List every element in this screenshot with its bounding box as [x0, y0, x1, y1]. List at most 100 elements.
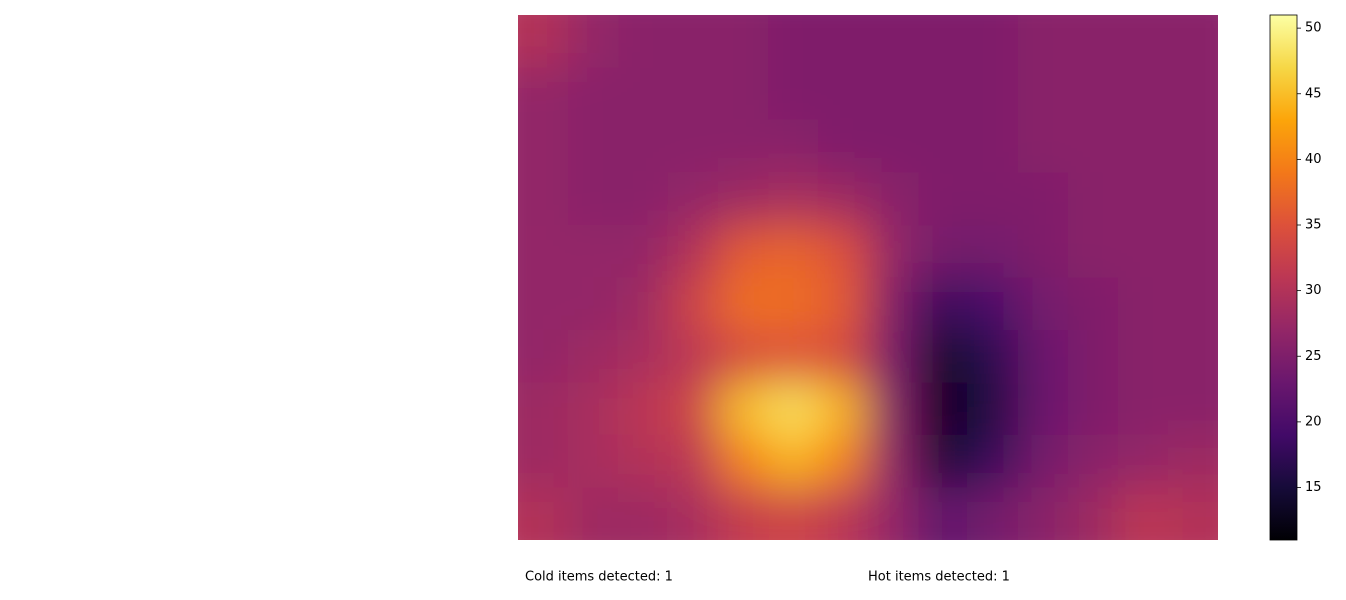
heat-cell [918, 225, 969, 278]
thermal-image [518, 15, 1218, 540]
heat-cell [1168, 277, 1218, 331]
heat-cell [768, 330, 819, 383]
cold-count: Cold items detected: 1 [525, 570, 673, 585]
heat-cell [518, 120, 569, 173]
heat-cell [768, 487, 819, 540]
heat-cell [968, 277, 1019, 331]
heat-cell [968, 120, 1019, 173]
heat-cell [518, 172, 569, 226]
heat-cell [768, 277, 819, 331]
heat-cell [618, 382, 669, 436]
heat-cell [918, 172, 969, 226]
heat-cell [918, 487, 969, 540]
colorbar-tick-label: 30 [1305, 283, 1322, 298]
heat-cell [718, 225, 769, 278]
heat-cell [518, 487, 569, 540]
heat-cell [818, 382, 869, 436]
heat-cell [668, 15, 719, 68]
heat-cell [868, 277, 919, 331]
heat-cell [1018, 15, 1069, 68]
heat-cell [1118, 67, 1169, 121]
heat-cell [518, 15, 569, 68]
heat-cell [568, 382, 619, 436]
heat-cell [1018, 225, 1069, 278]
heat-cell [918, 15, 969, 68]
heat-cell [1018, 120, 1069, 173]
heat-cell [818, 225, 869, 278]
heat-cell [518, 67, 569, 121]
heat-cell [668, 225, 719, 278]
heat-cell [718, 330, 769, 383]
heat-cell [568, 330, 619, 383]
heat-cell [718, 277, 769, 331]
heat-cell [918, 382, 969, 436]
heat-cell [1018, 67, 1069, 121]
heat-cell [518, 225, 569, 278]
colorbar [1269, 14, 1298, 541]
heat-cell [768, 120, 819, 173]
heat-cell [1068, 120, 1119, 173]
heat-cell [1168, 120, 1218, 173]
heat-cell [568, 225, 619, 278]
heat-cell [718, 120, 769, 173]
heat-cell [1068, 277, 1119, 331]
heat-cell [1018, 382, 1069, 436]
heat-cell [1068, 67, 1119, 121]
heat-cell [668, 330, 719, 383]
heat-cell [818, 15, 869, 68]
heat-cell [568, 435, 619, 488]
heat-cell [868, 382, 919, 436]
heat-cell [818, 330, 869, 383]
heat-cell [818, 435, 869, 488]
heat-cell [768, 435, 819, 488]
heat-cell [568, 67, 619, 121]
heat-cell [1068, 15, 1119, 68]
heat-cell [1068, 382, 1119, 436]
heat-cell [668, 67, 719, 121]
heat-cell [668, 277, 719, 331]
heat-cell [618, 225, 669, 278]
heat-cell [1118, 330, 1169, 383]
heat-cell [568, 487, 619, 540]
heat-cell [1168, 67, 1218, 121]
heat-cell [1018, 487, 1069, 540]
heat-cell [768, 172, 819, 226]
heat-cell [718, 172, 769, 226]
heat-cell [668, 487, 719, 540]
heat-cell [1018, 277, 1069, 331]
colorbar-tick-label: 20 [1305, 414, 1322, 429]
colorbar-tick-label: 50 [1305, 21, 1322, 36]
heat-cell [918, 120, 969, 173]
heat-cell [1118, 225, 1169, 278]
heat-cell [1068, 172, 1119, 226]
heat-cell [1168, 15, 1218, 68]
heat-cell [1118, 172, 1169, 226]
heat-cell [1168, 330, 1218, 383]
heat-cell [718, 435, 769, 488]
colorbar-tick-label: 40 [1305, 152, 1322, 167]
colorbar-tick-label: 25 [1305, 349, 1322, 364]
heat-cell [518, 330, 569, 383]
heat-cell [1168, 225, 1218, 278]
heat-cell [668, 120, 719, 173]
heat-cell [568, 277, 619, 331]
heat-cell [818, 67, 869, 121]
heat-cell [1018, 330, 1069, 383]
heat-cell [918, 435, 969, 488]
heat-cell [868, 120, 919, 173]
heat-cell [968, 172, 1019, 226]
heat-cell [968, 382, 1019, 436]
heat-cell [718, 382, 769, 436]
heat-cell [768, 225, 819, 278]
colorbar-tick-label: 15 [1305, 480, 1322, 495]
heat-cell [518, 382, 569, 436]
heat-cell [868, 487, 919, 540]
colorbar-tick-label: 45 [1305, 86, 1322, 101]
heat-cell [1118, 15, 1169, 68]
heat-cell [518, 277, 569, 331]
heat-cell [868, 15, 919, 68]
hot-count: Hot items detected: 1 [868, 570, 1010, 585]
heat-cell [718, 15, 769, 68]
heat-cell [1168, 435, 1218, 488]
heat-cell [618, 487, 669, 540]
